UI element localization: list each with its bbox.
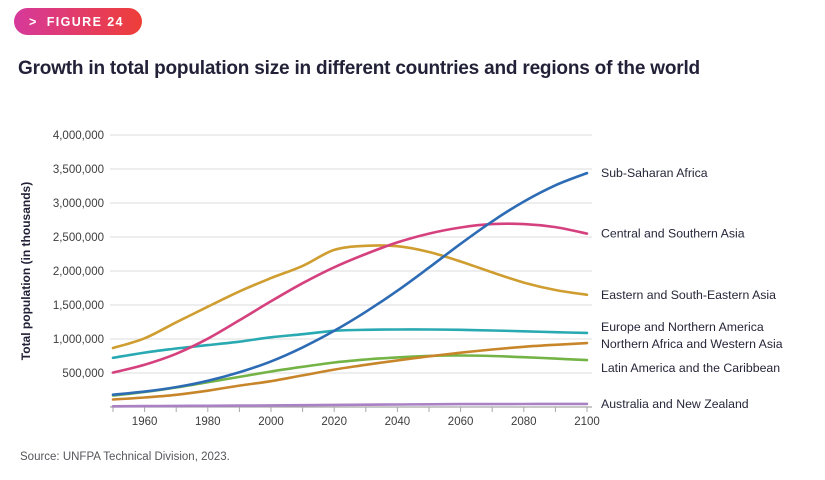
page-title: Growth in total population size in diffe… xyxy=(18,58,700,79)
y-tick-label: 3,000,000 xyxy=(53,198,104,210)
source-note: Source: UNFPA Technical Division, 2023. xyxy=(20,451,230,463)
x-tick-label: 1980 xyxy=(195,416,221,428)
x-tick-label: 2000 xyxy=(258,416,284,428)
series-line-eastern-and-south-eastern-asia xyxy=(111,244,589,350)
series-line-central-and-southern-asia xyxy=(111,222,589,374)
figure-badge: > FIGURE 24 xyxy=(14,8,142,35)
series-label-northern-africa-and-western-asia: Northern Africa and Western Asia xyxy=(601,337,783,351)
series-label-sub-saharan-africa: Sub-Saharan Africa xyxy=(601,166,708,180)
y-tick-label: 2,000,000 xyxy=(53,266,104,278)
series-line-sub-saharan-africa xyxy=(111,171,589,396)
series-label-australia-and-new-zealand: Australia and New Zealand xyxy=(601,397,749,411)
series-line-latin-america-and-the-caribbean xyxy=(111,354,589,397)
figure-badge-label: FIGURE 24 xyxy=(46,14,124,29)
y-tick-label: 4,000,000 xyxy=(53,130,104,142)
x-tick-label: 2080 xyxy=(511,416,537,428)
x-tick-label: 2060 xyxy=(448,416,474,428)
x-tick-label: 2020 xyxy=(321,416,347,428)
y-tick-label: 1,500,000 xyxy=(53,300,104,312)
chevron-icon: > xyxy=(29,14,38,29)
x-tick-label: 1960 xyxy=(132,416,158,428)
x-tick-label: 2100 xyxy=(574,416,600,428)
x-tick-label: 2040 xyxy=(385,416,411,428)
y-tick-label: 500,000 xyxy=(62,368,104,380)
series-label-central-and-southern-asia: Central and Southern Asia xyxy=(601,227,745,241)
y-axis-title: Total population (in thousands) xyxy=(19,182,33,360)
y-tick-label: 3,500,000 xyxy=(53,164,104,176)
series-label-europe-and-northern-america: Europe and Northern America xyxy=(601,320,764,334)
series-line-northern-africa-and-western-asia xyxy=(111,341,589,401)
series-label-eastern-and-south-eastern-asia: Eastern and South-Eastern Asia xyxy=(601,288,776,302)
y-tick-label: 2,500,000 xyxy=(53,232,104,244)
series-line-europe-and-northern-america xyxy=(111,328,589,360)
y-tick-label: 1,000,000 xyxy=(53,334,104,346)
series-line-australia-and-new-zealand xyxy=(111,402,589,408)
series-label-latin-america-and-the-caribbean: Latin America and the Caribbean xyxy=(601,361,780,375)
